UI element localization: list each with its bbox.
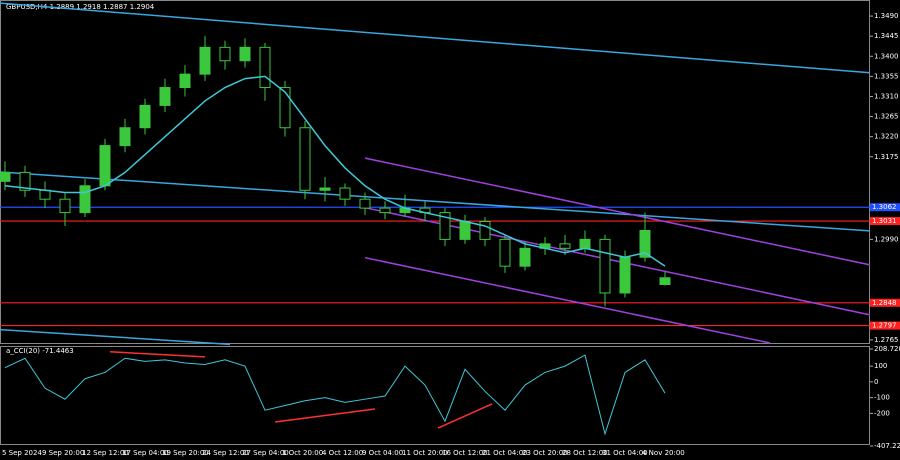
candle-body	[179, 73, 191, 89]
chart-title: GBPUSD,H4 1.2889 1.2918 1.2887 1.2904	[6, 3, 155, 11]
y-tick-label: 100	[874, 362, 887, 370]
x-tick-label: 19 Sep 20:00	[162, 449, 209, 457]
candle-body	[199, 46, 211, 75]
y-tick-label: 1.3490	[874, 12, 899, 20]
candle-body	[259, 46, 271, 89]
candle-body	[139, 104, 151, 129]
divergence-line	[274, 408, 376, 423]
candle-body	[519, 247, 531, 267]
x-tick-label: 1 Oct 20:00	[282, 449, 323, 457]
level-tag	[870, 298, 900, 307]
cci-frame	[0, 346, 870, 445]
candle-body	[379, 207, 391, 214]
x-tick-label: 27 Sep 04:00	[242, 449, 289, 457]
candle-body	[239, 46, 251, 62]
candle-body	[479, 221, 491, 240]
cci-title: a_CCI(20) -71.4463	[6, 347, 74, 355]
trend-line	[364, 157, 871, 266]
candle-body	[599, 238, 611, 294]
level-tag	[870, 203, 900, 212]
level-label: 1.3062	[872, 203, 897, 211]
main-frame	[0, 0, 870, 344]
y-tick-label: 1.3400	[874, 52, 899, 60]
y-tick-label: 1.3355	[874, 72, 899, 80]
candle-body	[639, 229, 651, 258]
candle-body	[59, 198, 71, 214]
x-tick-label: 9 Oct 04:00	[362, 449, 403, 457]
candle-body	[619, 256, 631, 294]
y-tick-label: 1.3445	[874, 32, 899, 40]
y-tick-label: 1.3175	[874, 153, 899, 161]
x-tick-label: 11 Oct 20:00	[402, 449, 448, 457]
x-tick-label: 4 Oct 12:00	[322, 449, 363, 457]
trend-line	[0, 171, 871, 232]
divergence-line	[437, 403, 493, 429]
candle-body	[99, 145, 111, 187]
trend-line	[0, 328, 231, 346]
candle-body	[219, 46, 231, 62]
trend-line	[0, 2, 871, 74]
y-tick-label: -200	[874, 409, 890, 417]
candle-body	[39, 189, 51, 200]
candle-body	[459, 221, 471, 240]
x-tick-label: 4 Nov 20:00	[642, 449, 685, 457]
x-tick-label: 5 Sep 2024	[2, 449, 42, 457]
y-tick-label: 1.3265	[874, 113, 899, 121]
divergence-line	[109, 351, 206, 358]
candle-body	[279, 87, 291, 129]
candle-body	[339, 187, 351, 200]
candle-body	[559, 243, 571, 249]
x-tick-label: 23 Oct 20:00	[522, 449, 568, 457]
x-tick-label: 21 Oct 04:00	[482, 449, 528, 457]
level-label: 1.2848	[872, 299, 897, 307]
level-label: 1.3031	[872, 217, 897, 225]
level-label: 1.2797	[872, 322, 897, 330]
y-tick-label: 1.3310	[874, 92, 899, 100]
level-tag	[870, 217, 900, 226]
candle-body	[439, 212, 451, 240]
candle-body	[579, 238, 591, 249]
trend-line	[364, 256, 771, 344]
y-tick-label: 1.2765	[874, 336, 899, 344]
candle-body	[359, 198, 371, 209]
y-tick-label: 1.3220	[874, 133, 899, 141]
y-tick-label: 0	[874, 378, 878, 386]
candle-body	[119, 127, 131, 147]
y-tick-label: 208.7205	[874, 345, 900, 353]
y-tick-label: -100	[874, 394, 890, 402]
candle-body	[659, 277, 671, 285]
candle-body	[299, 127, 311, 191]
candle-body	[0, 171, 11, 182]
candle-body	[19, 171, 31, 191]
candle-body	[159, 87, 171, 106]
candle-body	[79, 185, 91, 214]
candle-body	[319, 187, 331, 191]
x-tick-label: 17 Sep 04:00	[122, 449, 169, 457]
x-tick-label: 9 Sep 20:00	[42, 449, 84, 457]
x-tick-label: 12 Sep 12:00	[82, 449, 129, 457]
x-tick-label: 28 Oct 12:00	[562, 449, 608, 457]
x-tick-label: 16 Oct 12:00	[442, 449, 488, 457]
cci-line	[4, 354, 666, 436]
y-tick-label: -407.2295	[874, 442, 900, 450]
moving-average	[4, 75, 666, 267]
candle-body	[499, 238, 511, 267]
x-tick-label: 24 Sep 12:00	[202, 449, 249, 457]
level-tag	[870, 321, 900, 330]
x-tick-label: 31 Oct 04:00	[602, 449, 648, 457]
y-tick-label: 1.2990	[874, 235, 899, 243]
